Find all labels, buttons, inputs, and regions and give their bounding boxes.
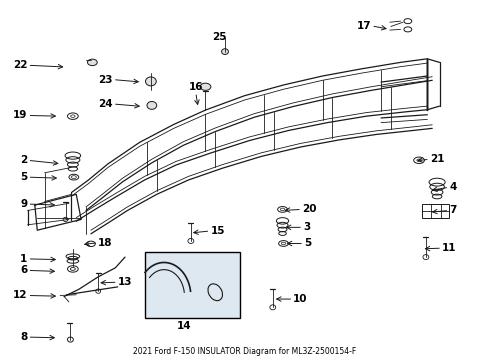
Text: 4: 4: [448, 182, 456, 192]
Text: 18: 18: [98, 238, 113, 248]
Text: 25: 25: [211, 32, 226, 41]
Ellipse shape: [87, 59, 97, 66]
Text: 21: 21: [429, 154, 444, 164]
Text: 7: 7: [448, 206, 456, 216]
Ellipse shape: [200, 83, 210, 90]
Text: 5: 5: [20, 172, 27, 182]
Text: 23: 23: [98, 75, 113, 85]
Text: 8: 8: [20, 332, 27, 342]
Bar: [422, 204, 448, 218]
Text: 9: 9: [20, 199, 27, 209]
Text: 13: 13: [118, 277, 132, 287]
Text: 19: 19: [13, 111, 27, 121]
Text: 6: 6: [20, 265, 27, 275]
Text: 16: 16: [188, 82, 203, 92]
Text: 22: 22: [13, 60, 27, 70]
Text: 2021 Ford F-150 INSULATOR Diagram for ML3Z-2500154-F: 2021 Ford F-150 INSULATOR Diagram for ML…: [133, 347, 355, 356]
Text: 17: 17: [356, 21, 370, 31]
Text: 12: 12: [13, 291, 27, 301]
Text: 2: 2: [20, 155, 27, 165]
Text: 14: 14: [176, 321, 191, 331]
Text: 15: 15: [210, 226, 224, 236]
Ellipse shape: [147, 102, 157, 109]
Ellipse shape: [145, 77, 156, 86]
Text: 3: 3: [303, 222, 309, 232]
Text: 10: 10: [293, 294, 307, 304]
Bar: [144, 252, 239, 318]
Text: 5: 5: [304, 238, 310, 248]
Text: 11: 11: [441, 243, 456, 253]
Text: 24: 24: [98, 99, 113, 109]
Text: 1: 1: [20, 254, 27, 264]
Text: 20: 20: [302, 204, 316, 215]
Ellipse shape: [221, 49, 228, 54]
